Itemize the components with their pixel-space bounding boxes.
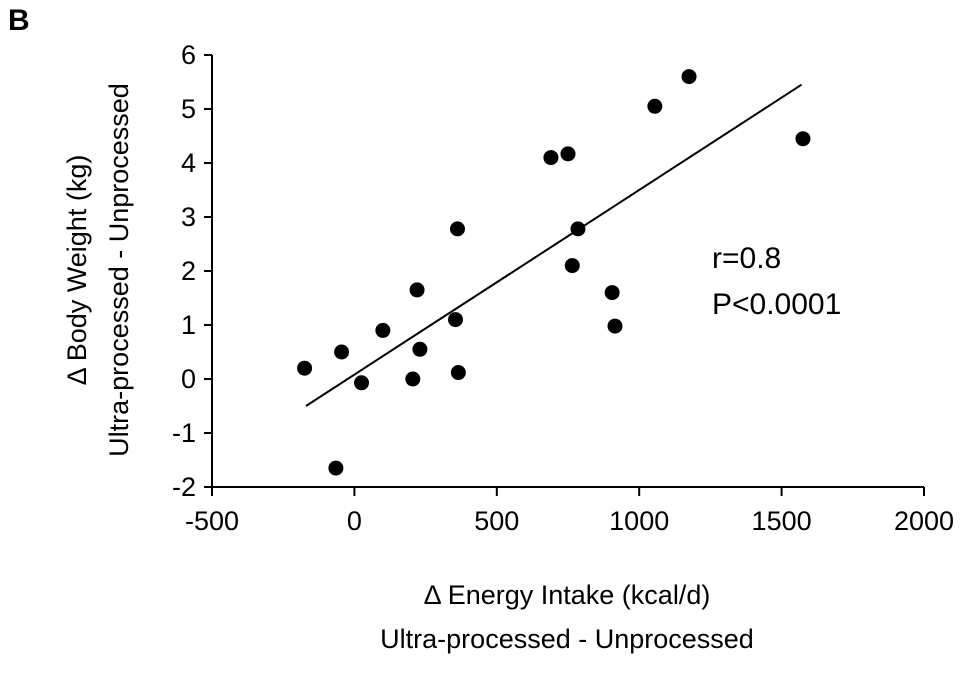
- data-point: [449, 221, 465, 237]
- trendline-group: [305, 83, 803, 407]
- y-tick-label: 6: [181, 40, 196, 70]
- x-tick-label: 2000: [894, 506, 954, 536]
- y-tick-label: 4: [181, 148, 196, 178]
- data-point: [607, 318, 623, 334]
- data-point: [647, 98, 663, 114]
- y-tick-label: -1: [172, 418, 196, 448]
- data-point: [681, 69, 697, 85]
- y-axis-title: Δ Body Weight (kg): [62, 155, 92, 386]
- data-point: [560, 146, 576, 162]
- data-point: [354, 375, 370, 391]
- data-point: [795, 131, 811, 147]
- y-tick-label: 5: [181, 94, 196, 124]
- y-tick-label: -2: [172, 472, 196, 502]
- y-tick-label: 2: [181, 256, 196, 286]
- x-axis-title: Δ Energy Intake (kcal/d): [424, 580, 711, 610]
- x-tick-label: 1000: [609, 506, 669, 536]
- y-axis-title-line2: Ultra-processed - Unprocessed: [104, 83, 134, 457]
- data-point: [604, 285, 620, 301]
- data-point: [409, 282, 425, 298]
- data-point: [375, 322, 391, 338]
- data-point: [564, 258, 580, 274]
- trendline: [305, 83, 803, 407]
- x-tick-label: 1500: [752, 506, 812, 536]
- annotation-r: r=0.8: [712, 242, 781, 275]
- data-point: [328, 460, 344, 476]
- data-point: [450, 365, 466, 381]
- data-point: [334, 344, 350, 360]
- panel-label: B: [8, 4, 30, 37]
- data-point: [570, 221, 586, 237]
- y-tick-label: 0: [181, 364, 196, 394]
- annotation-p: P<0.0001: [712, 288, 841, 321]
- data-point: [297, 360, 313, 376]
- data-point: [543, 150, 559, 166]
- y-tick-label: 1: [181, 310, 196, 340]
- x-tick-label: 500: [474, 506, 519, 536]
- data-point: [405, 371, 421, 387]
- data-point: [448, 312, 464, 328]
- x-tick-label: 0: [347, 506, 362, 536]
- data-point: [412, 341, 428, 357]
- y-tick-label: 3: [181, 202, 196, 232]
- data-points: [297, 69, 811, 476]
- x-tick-label: -500: [185, 506, 239, 536]
- x-axis-title-line2: Ultra-processed - Unprocessed: [380, 624, 754, 654]
- axes: -2 -1 0 1 2 3 4 5 6 -500 0 500 1000 1500 2000: [172, 40, 954, 536]
